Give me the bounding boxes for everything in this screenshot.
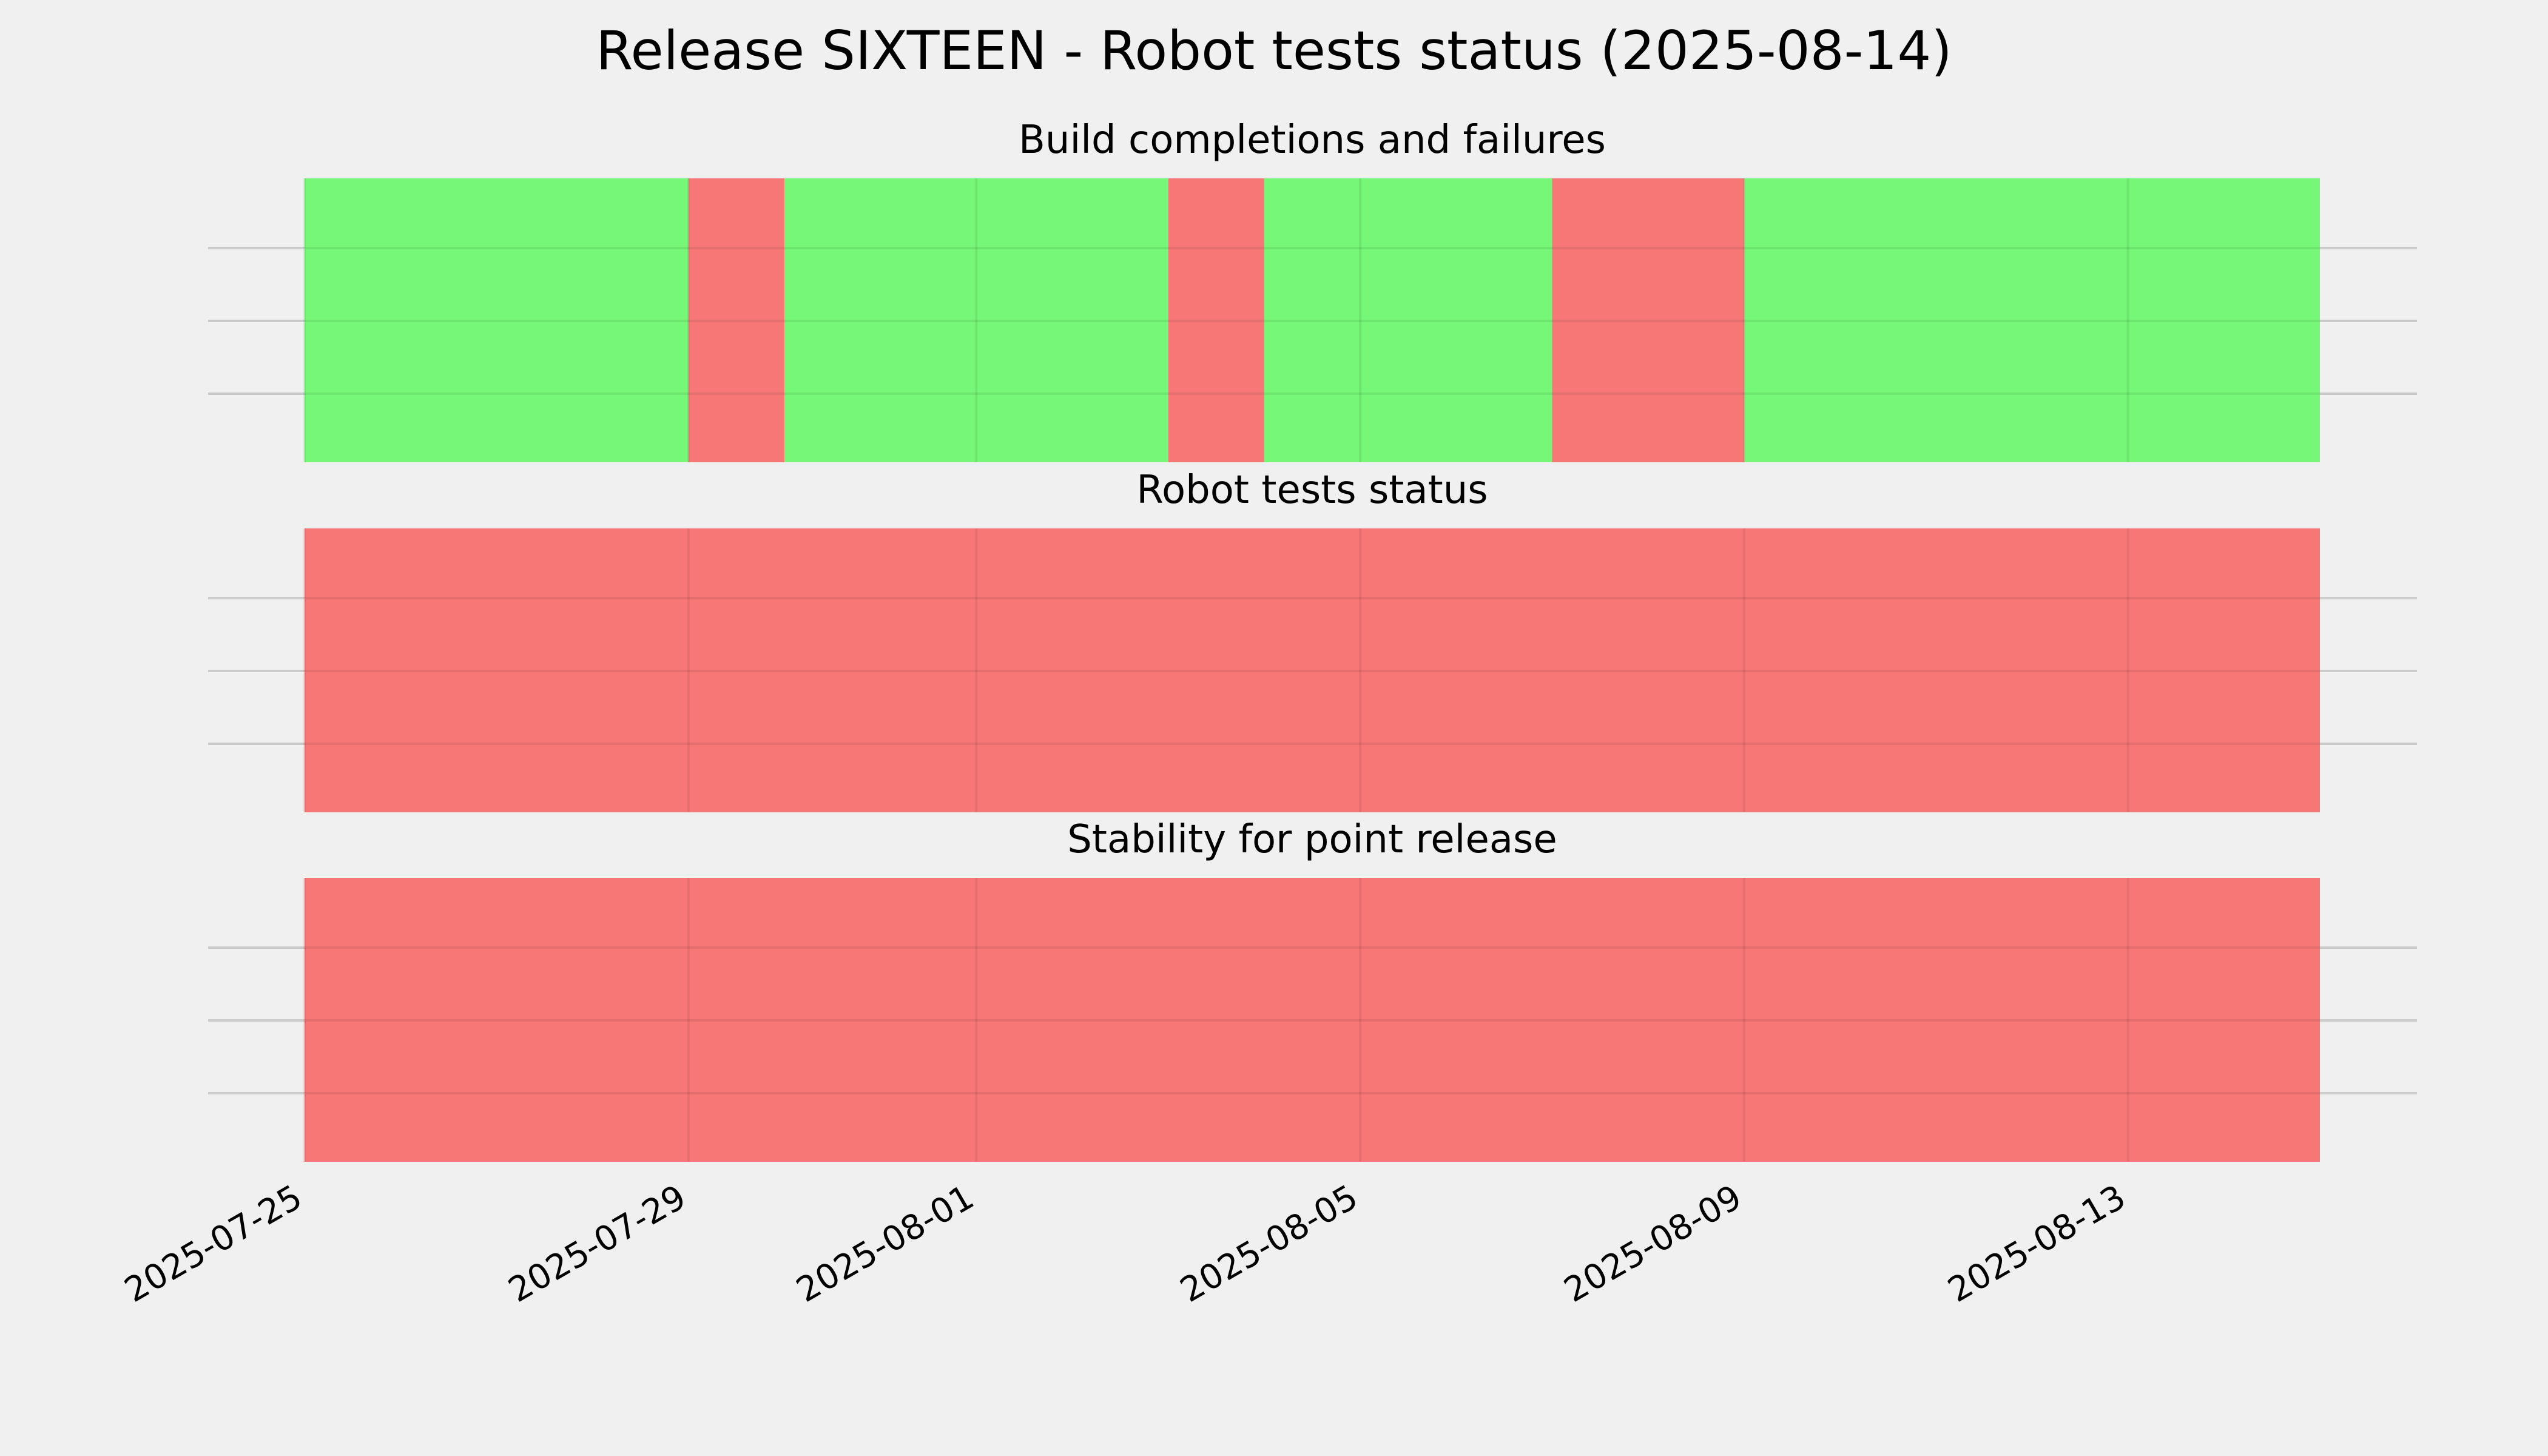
panel-1-segment-2: [688, 178, 784, 462]
panel-1-title: Build completions and failures: [1019, 118, 1606, 163]
panel-2-title: Robot tests status: [1136, 468, 1488, 513]
panel-3-segment-1: [305, 878, 2320, 1162]
panel-2: Robot tests status: [208, 468, 2417, 812]
panel-3-title: Stability for point release: [1067, 817, 1557, 862]
panel-1-segment-5: [1264, 178, 1552, 462]
panel-2-segment-1: [305, 528, 2320, 812]
panel-3: Stability for point release: [208, 817, 2417, 1162]
panel-1: Build completions and failures: [208, 118, 2417, 462]
panel-1-segment-1: [305, 178, 689, 462]
chart-panels: Build completions and failures Robot test…: [208, 118, 2417, 1162]
panel-1-segment-7: [1744, 178, 2320, 462]
panel-1-segment-6: [1552, 178, 1744, 462]
chart-title: Release SIXTEEN - Robot tests status (20…: [596, 19, 1952, 82]
panel-1-segment-4: [1168, 178, 1264, 462]
panel-1-segment-3: [784, 178, 1168, 462]
